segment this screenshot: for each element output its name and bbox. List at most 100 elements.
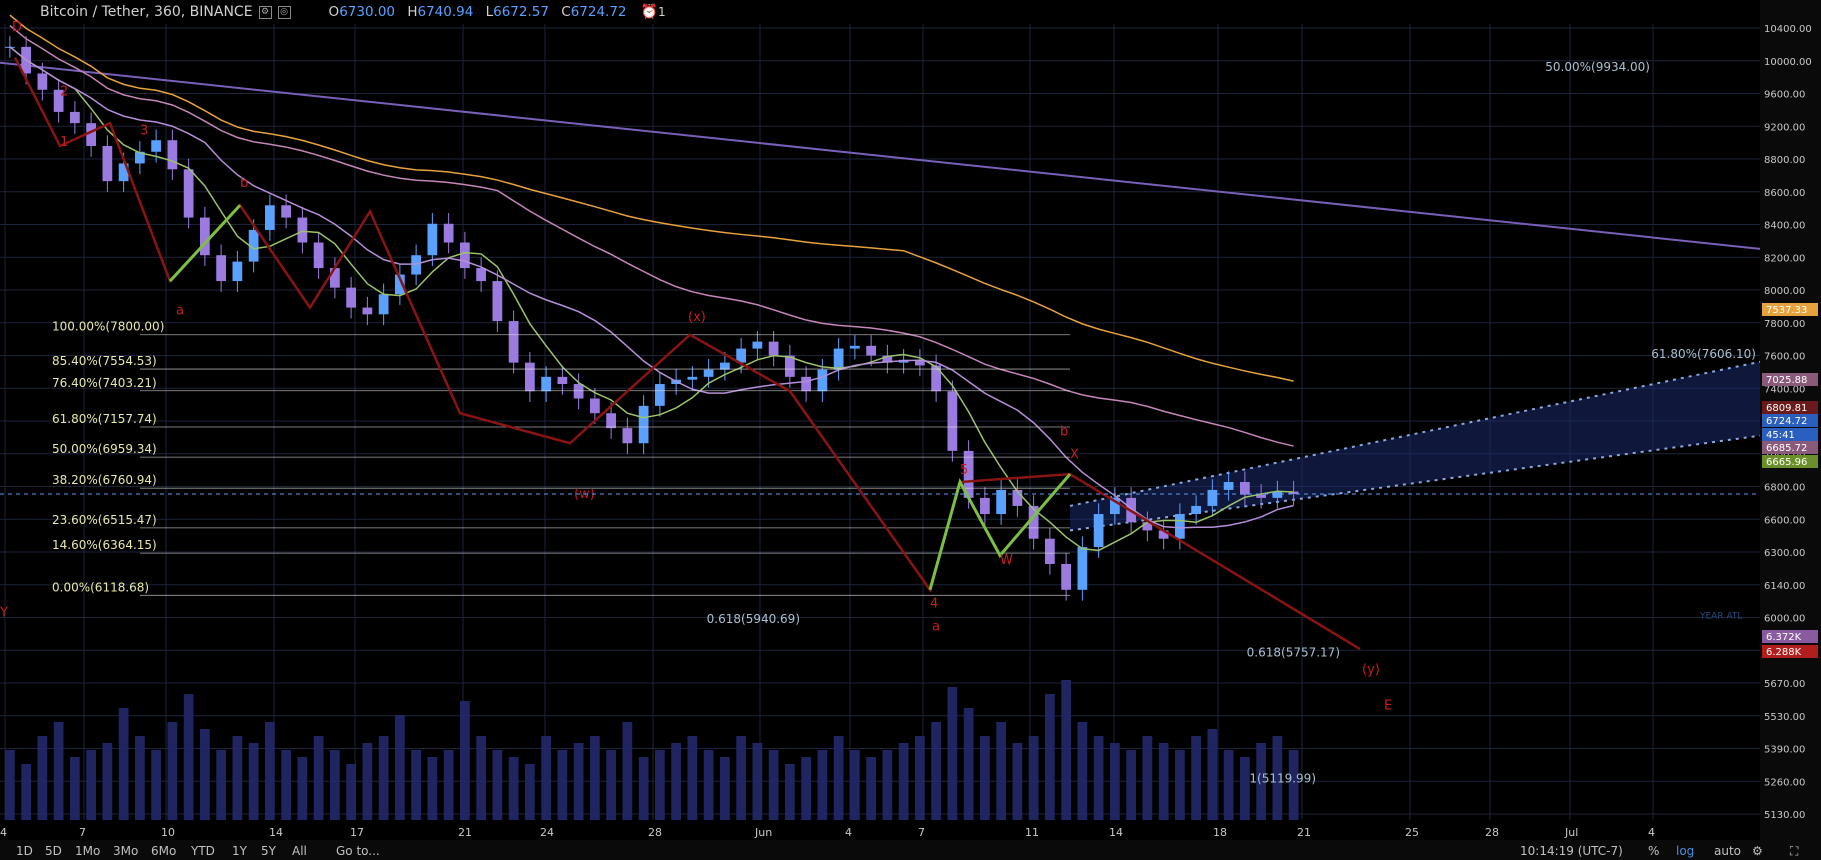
auto-toggle[interactable]: auto xyxy=(1714,844,1742,858)
axis-note: YEAR ATL xyxy=(1699,611,1742,621)
x-tick-label: 17 xyxy=(350,826,364,839)
candle-body xyxy=(460,242,470,269)
volume-bar xyxy=(882,750,893,820)
volume-bar xyxy=(37,736,48,820)
y-tick-label: 8200.00 xyxy=(1764,253,1805,264)
range-ytd[interactable]: YTD xyxy=(191,844,215,858)
log-toggle[interactable]: log xyxy=(1676,844,1695,858)
range-1y[interactable]: 1Y xyxy=(232,844,247,858)
candle-body xyxy=(53,89,64,112)
volume-bar xyxy=(557,750,568,820)
volume-bar xyxy=(427,757,438,820)
range-1mo[interactable]: 1Mo xyxy=(75,844,101,858)
candle-body xyxy=(102,145,113,182)
candle-body xyxy=(1175,514,1185,539)
candle-body xyxy=(1288,491,1299,495)
y-tick-label: 7800.00 xyxy=(1764,319,1805,330)
candle-body xyxy=(833,348,844,370)
wave-label: a xyxy=(176,303,184,318)
fullscreen-icon[interactable]: ⛶ xyxy=(1790,844,1799,858)
volume-bar xyxy=(378,736,389,820)
volume-bar xyxy=(915,736,925,820)
ma-slow xyxy=(9,25,1294,447)
goto-button[interactable]: Go to... xyxy=(336,844,380,858)
percent-toggle[interactable]: % xyxy=(1648,844,1660,858)
volume-bar xyxy=(297,757,308,820)
wave-label: b xyxy=(1060,425,1068,440)
range-6mo[interactable]: 6Mo xyxy=(151,844,177,858)
settings-icon[interactable]: ⚙ xyxy=(1752,844,1763,858)
x-tick-label: 11 xyxy=(1025,826,1039,839)
symbol-title[interactable]: Bitcoin / Tether, 360, BINANCE xyxy=(40,4,253,20)
range-all[interactable]: All xyxy=(292,844,307,858)
volume-bar xyxy=(996,722,1006,820)
range-5y[interactable]: 5Y xyxy=(261,844,276,858)
settings-icon[interactable]: ⚙ xyxy=(258,5,272,19)
candle-body xyxy=(248,229,259,262)
x-tick-label: 4 xyxy=(1648,826,1655,839)
volume-bar xyxy=(1126,750,1136,820)
volume-bar xyxy=(281,750,291,820)
alarm-icon[interactable]: ⏰ xyxy=(640,4,658,20)
range-1d[interactable]: 1D xyxy=(16,844,33,858)
wave-label: W xyxy=(1000,553,1013,568)
candle-body xyxy=(1142,522,1153,531)
hide-icon[interactable]: ◎ xyxy=(277,5,291,19)
y-tick-label: 5130.00 xyxy=(1764,810,1805,821)
candle-body xyxy=(232,261,243,282)
wave-label: 2 xyxy=(60,84,68,99)
candle-body xyxy=(443,223,454,243)
x-tick-label: 25 xyxy=(1405,826,1419,839)
candle-body xyxy=(1093,514,1104,548)
candle-body xyxy=(151,140,161,152)
volume-bar xyxy=(118,708,129,820)
candle-body xyxy=(1110,497,1120,515)
open-value: 6730.00 xyxy=(339,4,396,20)
x-tick-label: 14 xyxy=(1109,826,1123,839)
volume-bar xyxy=(330,750,340,820)
price-badge xyxy=(1762,630,1818,643)
candle-body xyxy=(395,274,405,295)
candle-body xyxy=(281,205,291,218)
price-badge-label: 7537.33 xyxy=(1766,305,1807,316)
volume-bar xyxy=(167,722,178,820)
ohlc-readout: O6730.00 H6740.94 L6672.57 C6724.72 xyxy=(328,4,627,20)
candle-body xyxy=(200,217,210,256)
wave-label: 3 xyxy=(140,123,148,138)
fib-label: 14.60%(6364.15) xyxy=(52,538,157,552)
candle-body xyxy=(785,355,795,377)
candle-body xyxy=(687,376,698,380)
volume-bar xyxy=(1012,743,1023,820)
candle-body xyxy=(866,345,876,356)
ma-mid xyxy=(9,46,1294,529)
y-tick-label: 5530.00 xyxy=(1764,712,1805,723)
y-tick-label: 8000.00 xyxy=(1764,286,1805,297)
fib-label: 38.20%(6760.94) xyxy=(52,473,157,487)
candle-body xyxy=(768,341,779,356)
bottom-toolbar: 1D 5D 1Mo 3Mo 6Mo YTD 1Y 5Y All Go to...… xyxy=(0,840,1821,860)
candle-body xyxy=(655,384,665,406)
y-tick-label: 6300.00 xyxy=(1764,548,1805,559)
volume-bar xyxy=(1272,736,1283,820)
volume-bar xyxy=(443,750,454,820)
candle-body xyxy=(1223,481,1234,490)
volume-bar xyxy=(362,743,373,820)
candle-body xyxy=(1272,491,1283,498)
volume-bar xyxy=(1045,694,1055,820)
candle-body xyxy=(752,341,763,349)
range-5d[interactable]: 5D xyxy=(45,844,62,858)
candle-body xyxy=(541,376,551,392)
y-tick-label: 10400.00 xyxy=(1764,24,1812,35)
x-tick-label: 7 xyxy=(79,826,86,839)
candle-body xyxy=(882,355,893,363)
candle-body xyxy=(313,242,324,269)
x-tick-label: 28 xyxy=(1485,826,1499,839)
fib-label: 23.60%(6515.47) xyxy=(52,513,157,527)
volume-bar xyxy=(785,764,795,820)
volume-bar xyxy=(590,736,600,820)
range-3mo[interactable]: 3Mo xyxy=(113,844,139,858)
high-value: 6740.94 xyxy=(417,4,474,20)
y-tick-label: 6000.00 xyxy=(1764,614,1805,625)
price-badge-label: 6809.81 xyxy=(1766,403,1807,414)
